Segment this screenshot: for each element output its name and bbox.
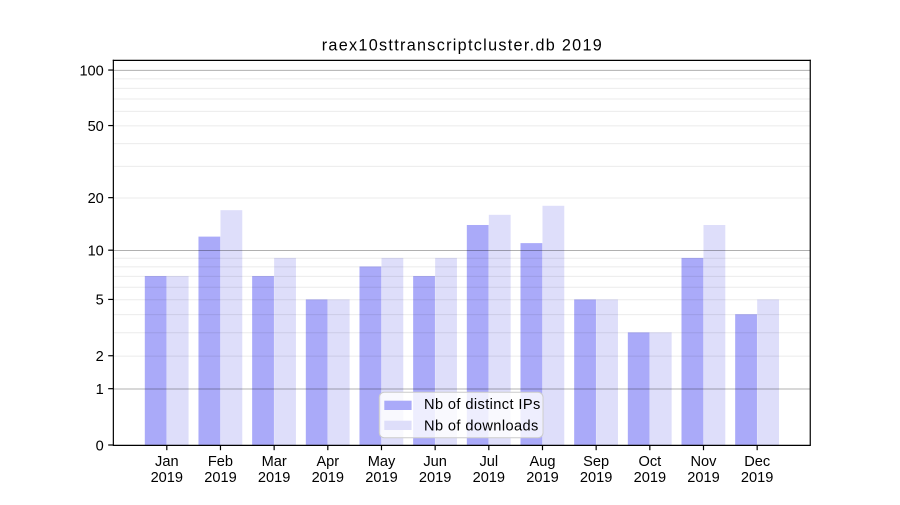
svg-text:10: 10 — [88, 243, 104, 259]
svg-text:20: 20 — [88, 191, 104, 207]
svg-text:Dec: Dec — [744, 454, 770, 470]
svg-text:2019: 2019 — [526, 470, 558, 486]
svg-text:2019: 2019 — [741, 470, 773, 486]
svg-text:2019: 2019 — [312, 470, 344, 486]
svg-text:2019: 2019 — [473, 470, 505, 486]
svg-text:5: 5 — [96, 293, 104, 309]
svg-text:May: May — [368, 454, 396, 470]
svg-text:Apr: Apr — [316, 454, 339, 470]
svg-text:2019: 2019 — [151, 470, 183, 486]
svg-text:1: 1 — [96, 382, 104, 398]
svg-text:raex10sttranscriptcluster.db 2: raex10sttranscriptcluster.db 2019 — [322, 36, 603, 54]
svg-text:2019: 2019 — [365, 470, 397, 486]
svg-text:Aug: Aug — [530, 454, 556, 470]
svg-text:Jun: Jun — [423, 454, 447, 470]
svg-text:Nov: Nov — [691, 454, 718, 470]
svg-text:100: 100 — [79, 63, 103, 79]
svg-text:Sep: Sep — [583, 454, 609, 470]
svg-text:50: 50 — [88, 119, 104, 135]
svg-text:Mar: Mar — [262, 454, 287, 470]
svg-text:Nb of distinct IPs: Nb of distinct IPs — [424, 397, 541, 413]
svg-text:Nb of downloads: Nb of downloads — [424, 418, 539, 434]
svg-text:0: 0 — [96, 438, 104, 454]
svg-text:Jul: Jul — [479, 454, 498, 470]
svg-text:2019: 2019 — [634, 470, 666, 486]
svg-text:Oct: Oct — [638, 454, 661, 470]
svg-text:2019: 2019 — [687, 470, 719, 486]
svg-text:2: 2 — [96, 349, 104, 365]
svg-text:2019: 2019 — [580, 470, 612, 486]
svg-text:2019: 2019 — [204, 470, 236, 486]
svg-text:Jan: Jan — [155, 454, 179, 470]
svg-text:Feb: Feb — [208, 454, 233, 470]
svg-text:2019: 2019 — [258, 470, 290, 486]
svg-text:2019: 2019 — [419, 470, 451, 486]
